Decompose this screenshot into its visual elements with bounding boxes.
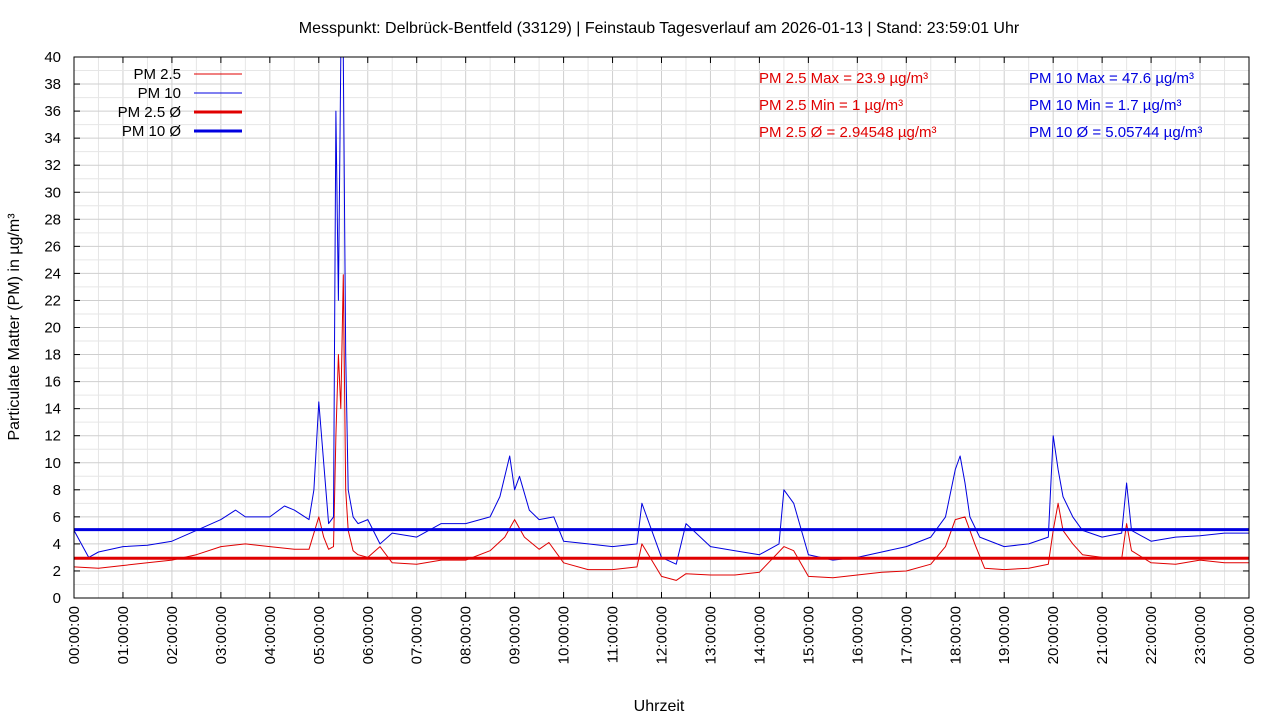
x-tick-label: 22:00:00 bbox=[1143, 606, 1160, 664]
y-tick-label: 6 bbox=[53, 509, 61, 526]
x-tick-label: 07:00:00 bbox=[409, 606, 426, 664]
series-layer bbox=[74, 57, 1249, 581]
y-tick-label: 22 bbox=[44, 292, 61, 309]
pm10-max-annotation: PM 10 Max = 47.6 µg/m³ bbox=[1029, 70, 1194, 87]
y-tick-label: 16 bbox=[44, 374, 61, 391]
y-tick-label: 30 bbox=[44, 184, 61, 201]
stats-annotations: PM 2.5 Max = 23.9 µg/m³ PM 2.5 Min = 1 µ… bbox=[759, 70, 1202, 141]
x-tick-label: 13:00:00 bbox=[702, 606, 719, 664]
y-tick-label: 36 bbox=[44, 103, 61, 120]
x-tick-label: 00:00:00 bbox=[1241, 606, 1258, 664]
x-tick-label: 01:00:00 bbox=[115, 606, 132, 664]
y-tick-label: 4 bbox=[53, 536, 61, 553]
y-tick-label: 28 bbox=[44, 211, 61, 228]
x-tick-label: 14:00:00 bbox=[751, 606, 768, 664]
y-tick-label: 38 bbox=[44, 76, 61, 93]
x-tick-label: 18:00:00 bbox=[947, 606, 964, 664]
x-tick-label: 20:00:00 bbox=[1045, 606, 1062, 664]
y-tick-label: 24 bbox=[44, 265, 61, 282]
y-axis-label: Particulate Matter (PM) in µg/m³ bbox=[6, 213, 23, 441]
x-tick-label: 19:00:00 bbox=[996, 606, 1013, 664]
y-tick-label: 12 bbox=[44, 428, 61, 445]
x-tick-label: 08:00:00 bbox=[458, 606, 475, 664]
x-tick-label: 05:00:00 bbox=[311, 606, 328, 664]
grid bbox=[73, 56, 1250, 599]
x-tick-label: 00:00:00 bbox=[66, 606, 83, 664]
legend-label-pm25-avg: PM 2.5 Ø bbox=[118, 104, 182, 121]
x-tick-label: 03:00:00 bbox=[213, 606, 230, 664]
legend-label-pm25: PM 2.5 bbox=[133, 66, 181, 83]
series-line-0 bbox=[74, 274, 1249, 581]
x-axis-label: Uhrzeit bbox=[634, 698, 685, 715]
x-tick-label: 02:00:00 bbox=[164, 606, 181, 664]
pm25-max-annotation: PM 2.5 Max = 23.9 µg/m³ bbox=[759, 70, 928, 87]
x-tick-label: 11:00:00 bbox=[605, 606, 622, 663]
y-tick-label: 10 bbox=[44, 455, 61, 472]
x-tick-label: 16:00:00 bbox=[849, 606, 866, 664]
pm25-avg-annotation: PM 2.5 Ø = 2.94548 µg/m³ bbox=[759, 124, 936, 141]
x-tick-label: 04:00:00 bbox=[262, 606, 279, 664]
y-tick-label: 40 bbox=[44, 49, 61, 66]
axis-ticks bbox=[73, 56, 1250, 599]
x-tick-label: 06:00:00 bbox=[360, 606, 377, 664]
x-tick-label: 21:00:00 bbox=[1094, 606, 1111, 664]
y-tick-label: 0 bbox=[53, 590, 61, 607]
legend-label-pm10-avg: PM 10 Ø bbox=[122, 123, 182, 140]
series-line-1 bbox=[74, 57, 1249, 565]
y-tick-label: 34 bbox=[44, 130, 61, 147]
x-tick-label: 15:00:00 bbox=[800, 606, 817, 664]
legend-label-pm10: PM 10 bbox=[138, 85, 181, 102]
y-tick-label: 26 bbox=[44, 238, 61, 255]
pm25-min-annotation: PM 2.5 Min = 1 µg/m³ bbox=[759, 97, 903, 114]
y-tick-label: 20 bbox=[44, 320, 61, 337]
chart-title: Messpunkt: Delbrück-Bentfeld (33129) | F… bbox=[299, 20, 1020, 37]
x-tick-label: 17:00:00 bbox=[898, 606, 915, 664]
x-tick-label: 10:00:00 bbox=[556, 606, 573, 664]
x-tick-label: 23:00:00 bbox=[1192, 606, 1209, 664]
y-tick-label: 14 bbox=[44, 401, 61, 418]
x-tick-labels: 00:00:00 01:00:00 02:00:00 03:00:00 04:00:00… bbox=[66, 606, 1258, 664]
pm10-min-annotation: PM 10 Min = 1.7 µg/m³ bbox=[1029, 97, 1181, 114]
y-tick-label: 8 bbox=[53, 482, 61, 499]
x-tick-label: 09:00:00 bbox=[507, 606, 524, 664]
legend: PM 2.5 PM 10 PM 2.5 Ø PM 10 Ø bbox=[118, 66, 242, 140]
y-tick-label: 32 bbox=[44, 157, 61, 174]
x-tick-label: 12:00:00 bbox=[654, 606, 671, 664]
y-tick-label: 18 bbox=[44, 347, 61, 364]
pm10-avg-annotation: PM 10 Ø = 5.05744 µg/m³ bbox=[1029, 124, 1202, 141]
y-tick-label: 2 bbox=[53, 563, 61, 580]
